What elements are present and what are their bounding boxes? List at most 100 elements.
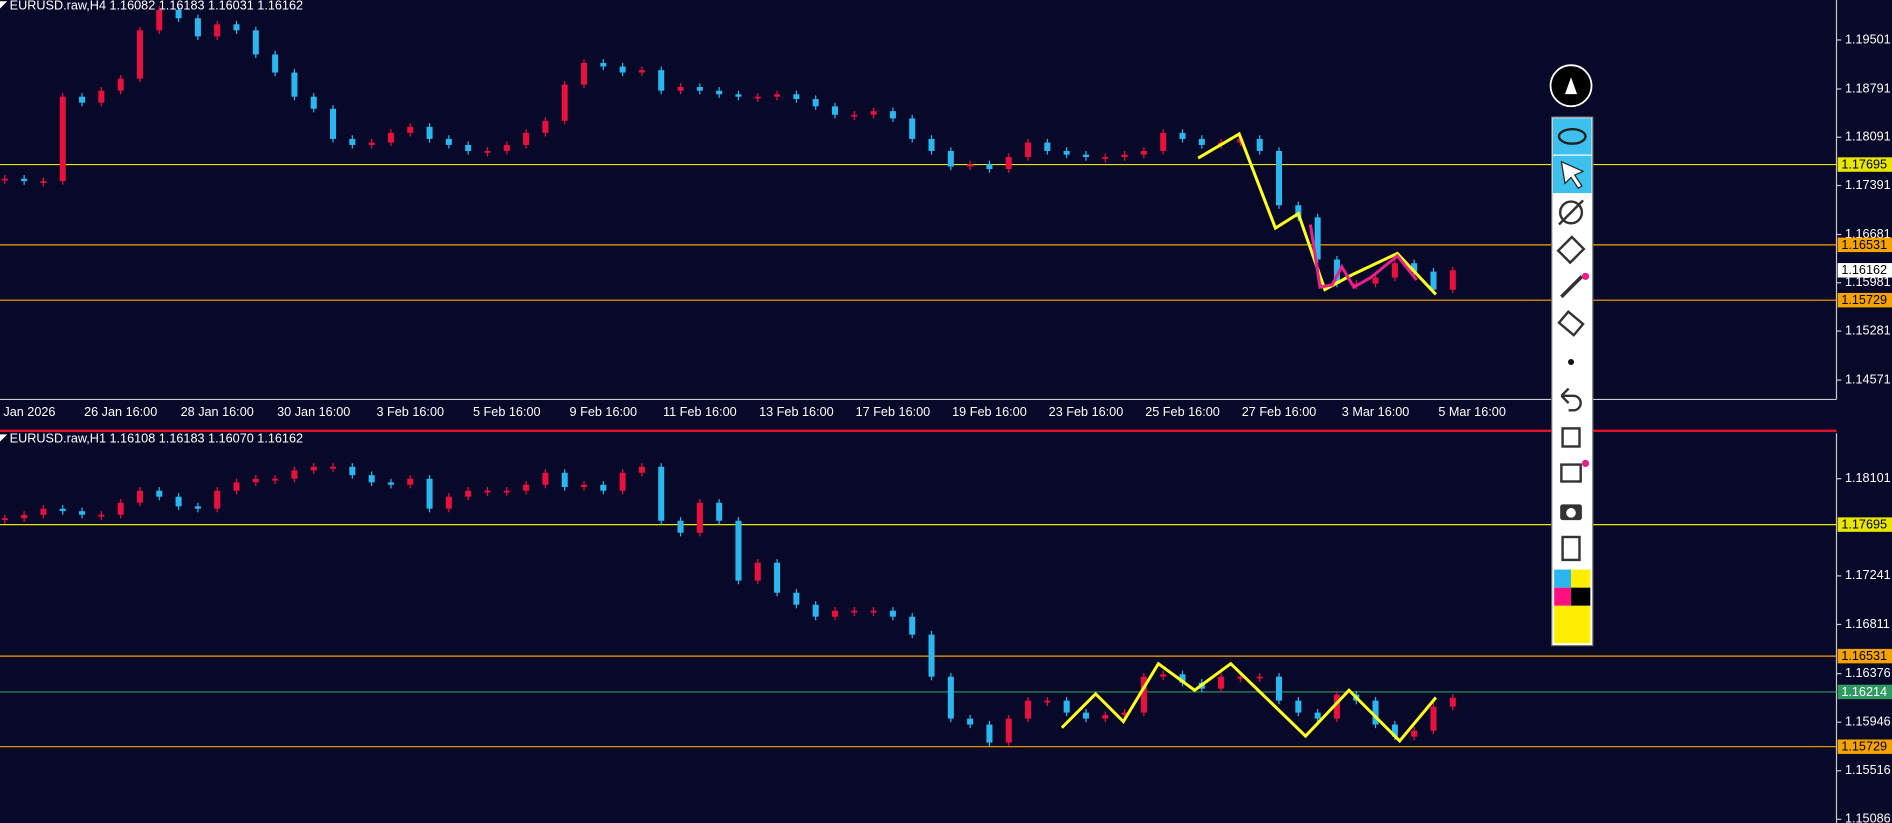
candle bbox=[774, 562, 781, 593]
candle bbox=[658, 70, 665, 91]
candle bbox=[1256, 138, 1263, 151]
candle bbox=[1218, 676, 1225, 689]
y-tick-label: 1.15086 bbox=[1845, 812, 1891, 823]
y-tick-label: 1.16376 bbox=[1845, 666, 1891, 680]
swatch[interactable] bbox=[1571, 587, 1591, 606]
candle bbox=[349, 138, 356, 145]
candle bbox=[1063, 150, 1070, 155]
candle bbox=[252, 478, 259, 483]
dot-button[interactable] bbox=[1568, 359, 1575, 366]
x-tick-label: 25 Feb 16:00 bbox=[1145, 405, 1220, 419]
zigzag bbox=[1197, 131, 1437, 296]
x-tick-label: 27 Feb 16:00 bbox=[1242, 405, 1317, 419]
x-tick-label: 3 Feb 16:00 bbox=[376, 405, 444, 419]
candle bbox=[1005, 157, 1012, 170]
candle bbox=[1372, 700, 1379, 725]
x-tick-label: 11 Feb 16:00 bbox=[663, 405, 737, 419]
y-tick-label: 1.16681 bbox=[1845, 227, 1891, 241]
candle bbox=[484, 150, 491, 153]
level-label: 1.16531 bbox=[1841, 649, 1887, 663]
swatch[interactable] bbox=[1554, 587, 1572, 606]
candle bbox=[59, 96, 66, 182]
candle bbox=[831, 106, 839, 115]
delete-button[interactable] bbox=[1561, 427, 1581, 448]
candle bbox=[1411, 263, 1418, 272]
candle bbox=[658, 466, 665, 521]
candle bbox=[523, 132, 530, 145]
candle bbox=[349, 466, 356, 476]
candle bbox=[561, 472, 568, 488]
candle bbox=[233, 482, 240, 491]
level-tag bbox=[1837, 739, 1892, 754]
swatch[interactable] bbox=[1554, 569, 1572, 588]
candle bbox=[1391, 724, 1398, 737]
candle bbox=[1140, 150, 1147, 155]
candle bbox=[677, 87, 684, 91]
level-label: 1.16162 bbox=[1841, 263, 1887, 277]
candle bbox=[735, 94, 742, 97]
candle bbox=[117, 502, 124, 515]
x-tick-label: 28 Jan 16:00 bbox=[181, 405, 254, 419]
panel-header: EURUSD.raw,H1 1.16108 1.16183 1.16070 1.… bbox=[10, 432, 303, 446]
candle bbox=[1430, 706, 1437, 731]
candle bbox=[831, 610, 839, 617]
candle bbox=[40, 181, 47, 183]
color-dot bbox=[1581, 459, 1590, 468]
swatch[interactable] bbox=[1571, 569, 1591, 588]
y-tick-label: 1.18791 bbox=[1845, 81, 1891, 95]
candle bbox=[967, 164, 974, 167]
candle bbox=[928, 138, 935, 151]
candle bbox=[465, 144, 472, 151]
candle bbox=[1160, 674, 1167, 677]
candle bbox=[909, 616, 916, 635]
candle bbox=[619, 66, 626, 73]
x-tick-label: 9 Feb 16:00 bbox=[570, 405, 638, 419]
x-tick-label: 17 Feb 16:00 bbox=[856, 405, 931, 419]
panel-header: EURUSD.raw,H4 1.16082 1.16183 1.16031 1.… bbox=[10, 0, 303, 12]
candle bbox=[272, 478, 279, 481]
candle bbox=[1314, 217, 1321, 260]
hide-button[interactable] bbox=[1558, 200, 1584, 225]
candle bbox=[426, 126, 433, 139]
candle bbox=[1082, 154, 1089, 158]
clipboard-button[interactable] bbox=[1561, 535, 1581, 562]
candle bbox=[851, 610, 858, 613]
level-tag bbox=[1837, 684, 1892, 700]
y-tick-label: 1.15516 bbox=[1845, 763, 1891, 777]
candle bbox=[426, 478, 433, 509]
active-color[interactable] bbox=[1554, 605, 1591, 644]
candle bbox=[1025, 700, 1032, 719]
candle bbox=[445, 138, 452, 145]
line-button[interactable] bbox=[1560, 275, 1584, 299]
candle bbox=[1121, 154, 1128, 158]
candle bbox=[21, 178, 28, 182]
candle bbox=[330, 108, 337, 139]
undo-button[interactable] bbox=[1560, 387, 1582, 412]
candle bbox=[600, 62, 607, 67]
level-tag bbox=[1837, 157, 1892, 172]
screen-button[interactable] bbox=[1560, 463, 1582, 483]
candle bbox=[156, 490, 163, 497]
candle bbox=[947, 150, 954, 167]
candle bbox=[291, 72, 298, 97]
candle bbox=[600, 484, 607, 491]
cursor-icon bbox=[1560, 160, 1585, 190]
candle bbox=[696, 502, 703, 533]
candle bbox=[947, 676, 954, 719]
x-tick-label: 5 Feb 16:00 bbox=[473, 405, 541, 419]
candle bbox=[542, 120, 549, 133]
marker-button[interactable] bbox=[1556, 235, 1586, 265]
candle bbox=[98, 514, 105, 517]
candle bbox=[1449, 270, 1456, 290]
candle bbox=[677, 520, 684, 533]
candle bbox=[1102, 157, 1109, 159]
candle bbox=[986, 164, 993, 170]
eraser-button[interactable] bbox=[1557, 309, 1585, 337]
eye-icon bbox=[1557, 127, 1587, 145]
y-tick-label: 1.15281 bbox=[1845, 323, 1891, 337]
candle bbox=[1276, 150, 1283, 206]
candle bbox=[619, 472, 626, 491]
level-label: 1.15729 bbox=[1841, 740, 1887, 754]
